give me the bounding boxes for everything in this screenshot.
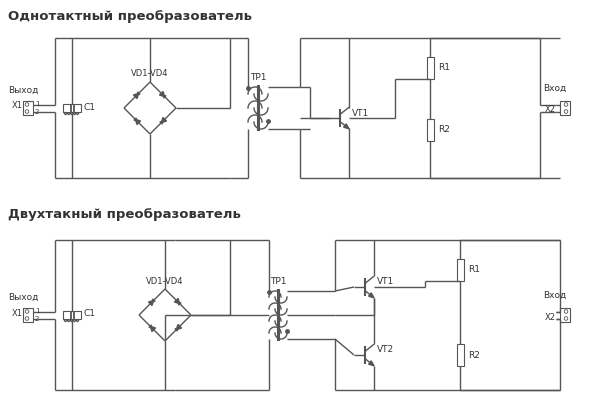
Text: R2: R2 — [438, 126, 450, 135]
Text: VT1: VT1 — [352, 109, 369, 118]
Text: 2: 2 — [35, 316, 40, 322]
Text: R2: R2 — [468, 351, 480, 360]
Text: VD1-VD4: VD1-VD4 — [131, 69, 169, 78]
Bar — [457, 344, 464, 366]
Bar — [427, 119, 433, 141]
Polygon shape — [133, 93, 139, 99]
Text: R1: R1 — [468, 265, 480, 274]
Polygon shape — [344, 124, 349, 129]
Polygon shape — [160, 91, 165, 97]
Text: Выход: Выход — [8, 86, 38, 95]
Text: X2: X2 — [545, 105, 556, 114]
Polygon shape — [161, 118, 167, 123]
Bar — [23, 308, 33, 322]
Bar — [23, 101, 33, 115]
Circle shape — [564, 103, 568, 106]
Text: VT2: VT2 — [377, 345, 394, 354]
Circle shape — [564, 317, 568, 320]
Text: X2: X2 — [545, 313, 556, 322]
Text: R1: R1 — [438, 63, 450, 72]
Polygon shape — [176, 324, 182, 330]
Text: Двухтакный преобразователь: Двухтакный преобразователь — [8, 208, 241, 221]
Text: C1: C1 — [84, 309, 96, 318]
Bar — [63, 311, 81, 319]
Polygon shape — [148, 300, 154, 305]
Circle shape — [564, 110, 568, 113]
Circle shape — [25, 310, 29, 313]
Text: Однотактный преобразователь: Однотактный преобразователь — [8, 10, 252, 23]
Text: TP1: TP1 — [250, 72, 266, 82]
Text: VT1: VT1 — [377, 278, 394, 286]
Polygon shape — [368, 361, 374, 366]
Polygon shape — [368, 293, 374, 298]
Text: C1: C1 — [84, 103, 96, 112]
Bar — [427, 57, 433, 79]
Text: X1: X1 — [12, 101, 23, 111]
Text: 1: 1 — [35, 308, 40, 314]
Text: VD1-VD4: VD1-VD4 — [146, 276, 184, 286]
Polygon shape — [175, 299, 180, 304]
Text: 1: 1 — [35, 101, 40, 107]
Text: TP1: TP1 — [270, 276, 286, 286]
Bar — [560, 101, 570, 115]
Bar — [457, 259, 464, 281]
Text: X1: X1 — [12, 309, 23, 318]
Text: Вход: Вход — [543, 84, 566, 93]
Bar — [560, 308, 570, 322]
Bar — [63, 104, 81, 112]
Text: Выход: Выход — [8, 292, 38, 301]
Circle shape — [25, 110, 29, 113]
Text: 2: 2 — [35, 109, 40, 115]
Circle shape — [25, 317, 29, 320]
Polygon shape — [135, 119, 140, 124]
Text: Вход: Вход — [543, 290, 566, 299]
Circle shape — [564, 310, 568, 313]
Polygon shape — [150, 326, 155, 332]
Circle shape — [25, 103, 29, 106]
